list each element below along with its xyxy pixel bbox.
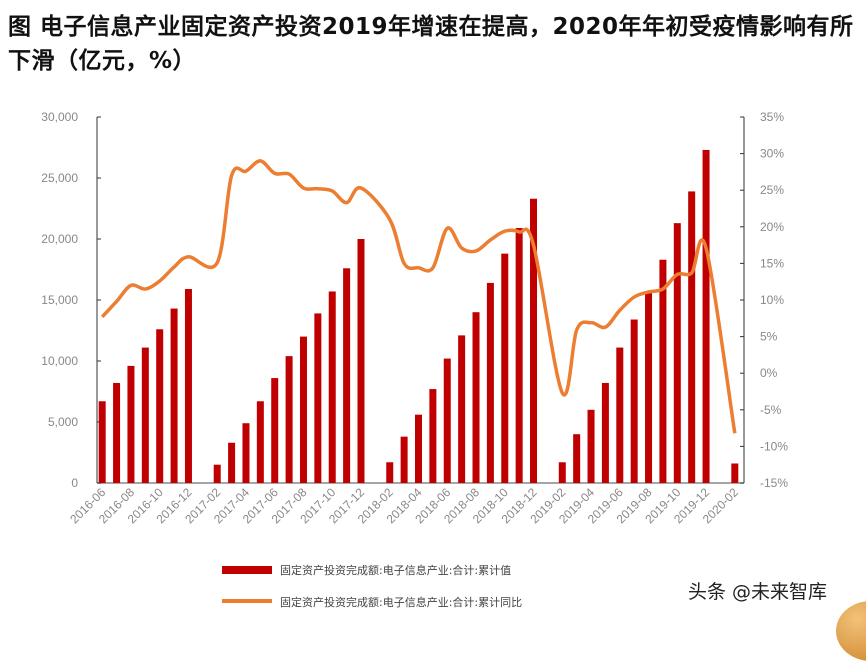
bar-2017-10: [328, 291, 336, 483]
bar-2018-11: [515, 228, 523, 483]
bar-2016-08: [127, 365, 135, 483]
right-axis-label: -15%: [760, 476, 788, 490]
right-axis-label: 20%: [760, 220, 784, 234]
legend-swatch-bar: [222, 566, 272, 574]
bar-2019-05: [601, 382, 609, 483]
right-axis-label: 10%: [760, 293, 784, 307]
bar-2018-02: [386, 462, 394, 483]
left-axis-label: 0: [71, 476, 78, 490]
left-axis-label: 30,000: [41, 110, 78, 124]
bar-2018-10: [501, 253, 509, 483]
bar-2019-03: [573, 434, 581, 483]
right-axis-label: -10%: [760, 439, 788, 453]
left-axis-label: 10,000: [41, 354, 78, 368]
bar-2019-02: [558, 462, 566, 483]
bar-2019-09: [659, 259, 667, 483]
bar-2017-03: [228, 442, 236, 483]
bar-2017-02: [213, 464, 221, 483]
bar-2016-07: [113, 382, 121, 483]
bar-2019-11: [688, 191, 696, 484]
legend-label-line: 固定资产投资完成额:电子信息产业:合计:累计同比: [280, 595, 522, 609]
bar-2017-09: [314, 313, 322, 483]
watermark: 头条 @未来智库: [688, 581, 828, 603]
right-axis-label: -5%: [760, 403, 782, 417]
left-axis-label: 20,000: [41, 232, 78, 246]
chart: 0 5,000 10,000 15,000 20,000 25,000 30,000 -15%…: [41, 110, 788, 609]
bar-2017-11: [343, 268, 351, 483]
left-axis-label: 25,000: [41, 171, 78, 185]
right-axis-label: 0%: [760, 366, 778, 380]
bar-2019-04: [587, 409, 595, 483]
bar-2019-12: [702, 149, 710, 483]
bar-2017-05: [256, 401, 264, 483]
bar-2017-06: [271, 378, 279, 483]
bar-2018-05: [429, 389, 437, 483]
left-axis-label: 15,000: [41, 293, 78, 307]
left-axis-label: 5,000: [48, 415, 78, 429]
bar-2018-09: [486, 282, 494, 483]
bar-2017-12: [357, 239, 365, 483]
legend-label-bar: 固定资产投资完成额:电子信息产业:合计:累计值: [280, 563, 511, 577]
bar-2016-10: [156, 329, 164, 483]
bar-2019-07: [630, 319, 638, 483]
bar-2016-06: [98, 401, 106, 483]
bar-2018-03: [400, 436, 408, 483]
bar-2017-07: [285, 356, 293, 483]
bar-2018-04: [415, 414, 422, 483]
bar-2018-12: [530, 198, 538, 484]
right-axis-label: 25%: [760, 183, 784, 197]
bar-2016-09: [141, 347, 149, 483]
bar-2017-04: [242, 423, 250, 483]
right-axis-label: 5%: [760, 330, 778, 344]
bar-2016-12: [184, 289, 192, 483]
chart-title: 图 电子信息产业固定资产投资2019年增速在提高，2020年年初受疫情影响有所下…: [8, 14, 854, 74]
bar-2019-06: [616, 347, 624, 483]
bar-2017-08: [299, 336, 307, 483]
bar-2018-07: [458, 335, 466, 483]
bar-2016-11: [170, 308, 178, 483]
right-axis-label: 15%: [760, 256, 784, 270]
bar-2018-08: [472, 312, 480, 483]
bar-2018-06: [443, 358, 451, 483]
right-axis-label: 30%: [760, 147, 784, 161]
bar-2020-02: [731, 463, 739, 483]
right-axis-label: 35%: [760, 110, 784, 124]
bar-2019-10: [673, 223, 681, 483]
bar-2019-08: [645, 292, 653, 483]
growth-rate-line: [100, 159, 737, 434]
